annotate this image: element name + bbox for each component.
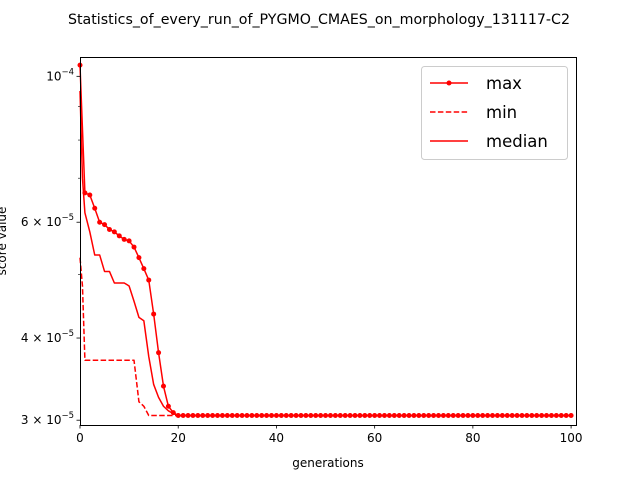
- x-axis: 0 20 40 60 80 100: [76, 425, 583, 445]
- series-median-line: [79, 90, 572, 417]
- legend-min-label: min: [486, 103, 517, 122]
- series-max-point: [146, 277, 152, 283]
- legend-max-marker: [446, 80, 452, 86]
- series-max-point: [116, 233, 122, 239]
- series-max-point: [151, 311, 157, 317]
- series-max-point: [160, 383, 166, 389]
- x-tick-label: 100: [560, 431, 583, 445]
- series-max-point: [136, 255, 142, 261]
- y-tick-label: 10−4: [46, 67, 74, 83]
- legend-max-label: max: [486, 74, 522, 93]
- x-tick-label: 80: [465, 431, 480, 445]
- series-max-point: [141, 266, 147, 272]
- plot-area: [77, 57, 577, 426]
- x-axis-label: generations: [292, 456, 364, 470]
- series-max-point: [131, 244, 137, 250]
- series-max-point: [87, 192, 93, 198]
- series-max-point: [126, 238, 132, 244]
- y-tick-label: 3 × 10−5: [21, 411, 74, 427]
- axes-frame: [80, 57, 577, 426]
- series-max-point: [165, 403, 171, 409]
- x-tick-label: 60: [367, 431, 382, 445]
- series-max-point: [121, 236, 127, 242]
- x-tick-label: 0: [76, 431, 84, 445]
- x-tick-label: 40: [269, 431, 284, 445]
- series-max-point: [111, 229, 117, 235]
- legend: max min median: [421, 66, 568, 160]
- x-tick-label: 20: [171, 431, 186, 445]
- series-max-point: [106, 226, 112, 232]
- legend-frame: [421, 66, 568, 160]
- series-max-point: [92, 205, 98, 211]
- chart-title: Statistics_of_every_run_of_PYGMO_CMAES_o…: [68, 12, 570, 28]
- series-min-line: [79, 257, 572, 417]
- series-max-point: [102, 222, 108, 228]
- legend-median-label: median: [486, 132, 548, 151]
- y-axis-label: score value: [0, 207, 9, 276]
- series-max-point: [156, 350, 162, 356]
- series-max-point: [97, 219, 103, 225]
- y-tick-label: 6 × 10−5: [21, 213, 74, 229]
- y-tick-label: 4 × 10−5: [21, 329, 74, 345]
- series-layer: [77, 62, 574, 418]
- y-axis: 10−4 6 × 10−5 4 × 10−5 3 × 10−5: [21, 67, 80, 427]
